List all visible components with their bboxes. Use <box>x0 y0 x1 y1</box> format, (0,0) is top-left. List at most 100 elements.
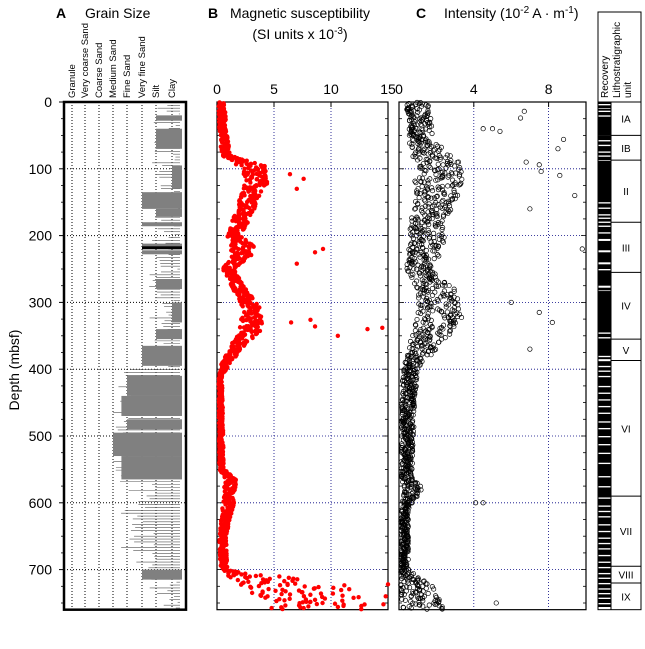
data-point <box>442 279 448 286</box>
data-point <box>434 252 440 258</box>
data-point <box>419 302 425 308</box>
data-point <box>431 347 437 353</box>
recovery-interval <box>598 357 611 360</box>
data-point <box>421 316 428 322</box>
data-point <box>417 362 423 368</box>
data-point <box>421 593 427 599</box>
data-point <box>243 240 248 245</box>
outlier-point <box>312 324 318 329</box>
grain-interval-bar <box>142 222 182 227</box>
outlier-point <box>365 326 370 332</box>
recovery-interval <box>598 226 611 233</box>
data-point <box>458 314 465 321</box>
data-point <box>290 578 295 583</box>
x-tick-label: 10 <box>323 81 339 97</box>
data-point <box>428 345 434 351</box>
recovery-interval <box>598 568 611 573</box>
data-point <box>438 294 444 300</box>
data-point <box>421 189 427 195</box>
data-point <box>415 157 421 163</box>
data-point <box>428 144 434 150</box>
panel-b: B Magnetic susceptibility (SI units x 10… <box>208 5 396 612</box>
data-point <box>251 244 256 249</box>
recovery-interval <box>598 464 611 477</box>
data-point <box>277 583 283 588</box>
lithology-column: Recovery Lithostratigraphicunit IAIBIIII… <box>597 11 642 611</box>
recovery-interval <box>598 203 611 208</box>
data-point <box>418 326 424 333</box>
data-point <box>230 157 235 163</box>
outlier-point <box>294 261 299 266</box>
data-point <box>419 219 425 225</box>
outlier-point <box>381 602 386 607</box>
data-point <box>419 245 426 251</box>
data-point <box>320 600 325 606</box>
data-point <box>241 343 247 348</box>
data-point <box>419 242 425 248</box>
data-point <box>425 349 431 355</box>
data-point <box>449 183 455 189</box>
data-point <box>446 283 452 289</box>
data-point <box>432 221 438 227</box>
data-point <box>429 153 436 159</box>
recovery-interval <box>598 367 611 371</box>
recovery-interval <box>598 112 611 116</box>
data-point <box>413 322 419 328</box>
x-tick-label: 0 <box>395 81 403 97</box>
data-point <box>248 585 254 590</box>
data-point <box>429 285 435 292</box>
recovery-interval <box>598 393 611 400</box>
grain-interval-bar <box>172 302 182 323</box>
recovery-interval <box>598 252 611 263</box>
outlier-point <box>555 146 561 152</box>
data-point <box>243 571 248 576</box>
data-point <box>408 131 414 137</box>
data-point <box>246 189 251 194</box>
data-point <box>454 159 460 165</box>
data-point <box>435 161 441 167</box>
data-point <box>410 114 417 120</box>
data-point <box>304 599 309 605</box>
grain-class-label: Medium Sand <box>108 39 119 98</box>
data-point <box>430 292 436 298</box>
outlier-point <box>508 299 514 305</box>
data-point <box>247 245 252 251</box>
outlier-point <box>288 320 294 325</box>
recovery-interval <box>598 141 611 145</box>
data-point <box>438 220 444 226</box>
data-point <box>347 587 352 592</box>
data-point <box>421 197 427 203</box>
data-point <box>415 109 421 115</box>
recovery-interval <box>598 105 611 109</box>
data-point <box>249 200 254 205</box>
grain-class-label: Very fine Sand <box>137 36 148 98</box>
data-point <box>447 153 453 159</box>
data-point <box>429 188 436 194</box>
data-point <box>434 214 440 220</box>
outlier-point <box>312 250 318 255</box>
data-point <box>262 580 267 585</box>
grain-interval-bar <box>121 395 182 416</box>
grain-interval-bar <box>156 279 182 290</box>
data-point <box>431 195 437 201</box>
data-point <box>412 280 418 287</box>
data-point <box>408 272 414 278</box>
data-point <box>279 591 284 597</box>
data-point <box>274 598 279 604</box>
grain-interval-bar <box>156 128 182 149</box>
unit-label: V <box>623 346 630 357</box>
data-point <box>437 154 444 160</box>
data-point <box>253 184 259 189</box>
data-point <box>253 331 259 337</box>
data-point <box>403 490 410 496</box>
data-point <box>433 224 439 230</box>
data-point <box>425 590 431 597</box>
data-point <box>428 195 434 201</box>
recovery-interval <box>598 422 611 428</box>
data-point <box>416 292 422 298</box>
data-point <box>425 227 431 233</box>
data-point <box>403 415 409 421</box>
data-point <box>422 223 428 229</box>
data-point <box>407 251 413 257</box>
